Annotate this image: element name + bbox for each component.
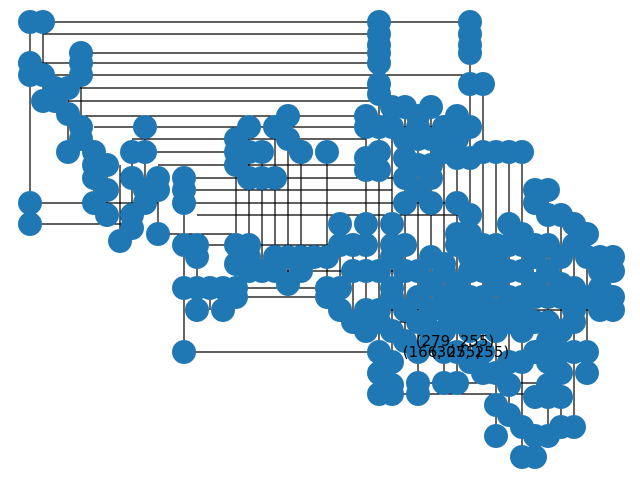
graph-node — [289, 140, 313, 164]
graph-node — [419, 166, 443, 190]
graph-node — [328, 212, 352, 236]
graph-node — [471, 72, 495, 96]
graph-node — [354, 212, 378, 236]
graph-node — [432, 252, 456, 276]
graph-node — [56, 140, 80, 164]
graph-node — [484, 259, 508, 283]
graph-node — [18, 212, 42, 236]
graph-node — [354, 233, 378, 257]
graph-node — [575, 361, 599, 385]
graph-node — [172, 340, 196, 364]
graph-node — [341, 259, 365, 283]
graph-node — [445, 127, 469, 151]
graph-node — [562, 415, 586, 439]
graph-node — [601, 298, 625, 322]
graph-node — [367, 140, 391, 164]
graph-node — [276, 104, 300, 128]
node-label-166-255: (166, 255) — [403, 343, 482, 361]
graph-node — [133, 115, 157, 139]
graph-node — [510, 350, 534, 374]
graph-node — [419, 191, 443, 215]
graph-node — [354, 298, 378, 322]
graph-node — [484, 424, 508, 448]
graph-node — [380, 276, 404, 300]
graph-node — [18, 191, 42, 215]
graph-node — [406, 115, 430, 139]
graph-node — [380, 382, 404, 406]
graph-node — [562, 298, 586, 322]
graph-node — [172, 191, 196, 215]
graph-node — [601, 259, 625, 283]
graph-node — [419, 95, 443, 119]
graph-node — [95, 203, 119, 227]
graph-node — [549, 245, 573, 269]
graph-node — [224, 285, 248, 309]
graph-node — [406, 371, 430, 395]
graph-node — [510, 140, 534, 164]
graph-node — [380, 95, 404, 119]
node-label-307-255: (307, 255) — [431, 343, 510, 361]
graph-node — [523, 445, 547, 469]
graph-node — [458, 41, 482, 65]
graph-node — [315, 140, 339, 164]
graph-node — [458, 203, 482, 227]
graph-node — [289, 259, 313, 283]
graph-node — [367, 158, 391, 182]
graph-node — [31, 10, 55, 34]
label-layer: (279, 255) (166, 255) (307, 255) — [403, 332, 510, 361]
graph-node — [367, 51, 391, 75]
graph-node — [497, 298, 521, 322]
graph-node — [575, 340, 599, 364]
graph-node — [185, 298, 209, 322]
graph-node — [146, 222, 170, 246]
node-layer — [18, 10, 625, 469]
graph-node — [185, 245, 209, 269]
graph-node — [445, 285, 469, 309]
node-label-279-255: (279, 255) — [416, 332, 495, 350]
graph-node — [133, 140, 157, 164]
graph-node — [380, 212, 404, 236]
graph-node — [263, 166, 287, 190]
graph-node — [549, 385, 573, 409]
graph-node — [250, 140, 274, 164]
graph-node — [445, 371, 469, 395]
graph-node — [237, 115, 261, 139]
graph-node — [120, 166, 144, 190]
graph-node — [393, 191, 417, 215]
